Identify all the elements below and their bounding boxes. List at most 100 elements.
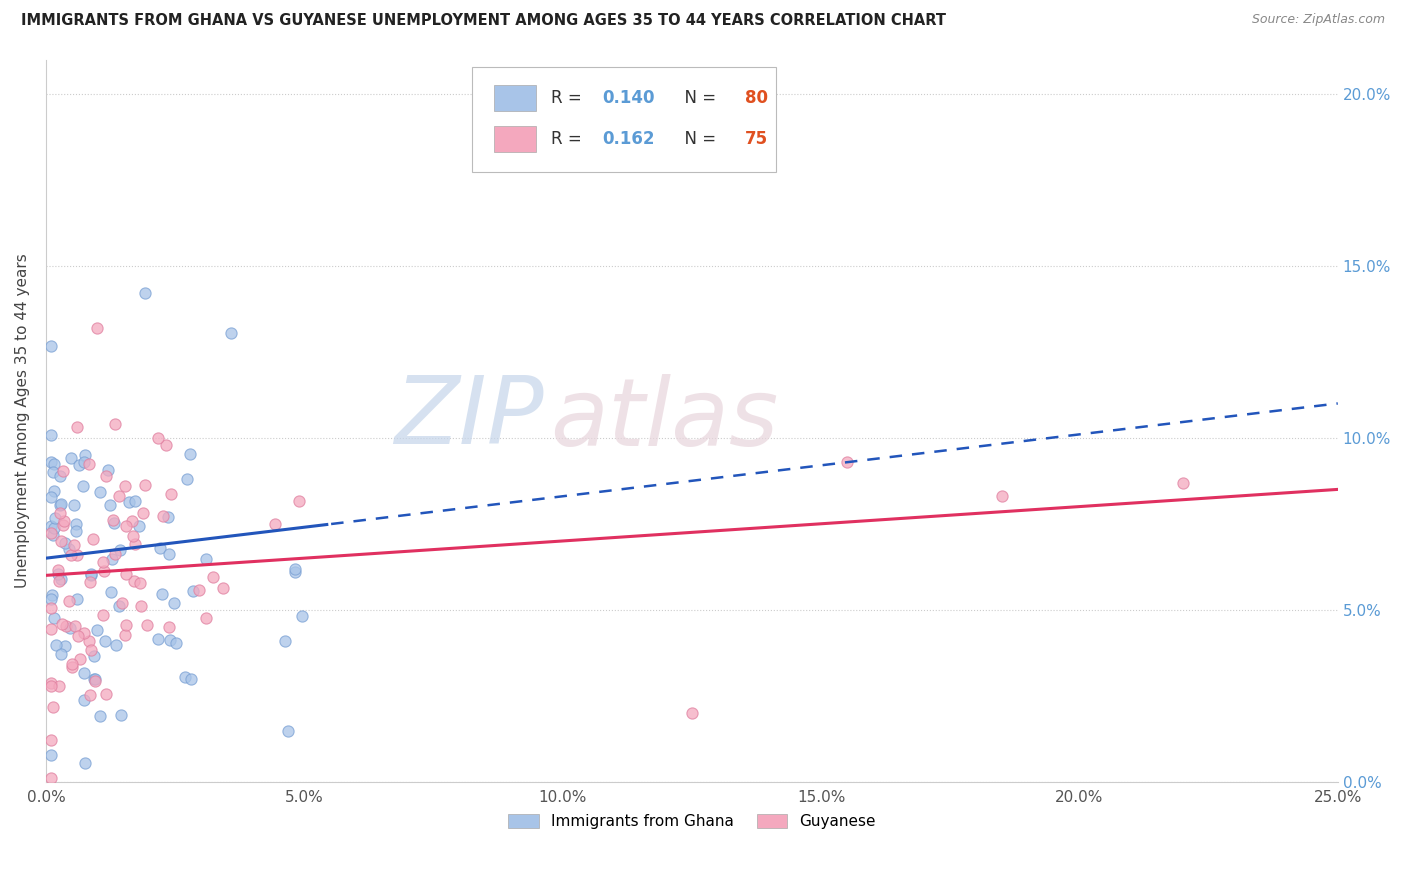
Point [60,657,83,671]
Point [53,639,76,653]
Point [41,748,63,763]
Point [991,489,1014,503]
Text: atlas: atlas [550,374,778,465]
Point [79,574,101,589]
Point [48,574,70,589]
Point [73,448,96,462]
Text: 80: 80 [745,89,768,107]
Point [44,611,66,625]
Point [60,451,83,466]
Point [52,518,75,533]
Point [93,607,115,622]
Point [150,586,173,600]
Point [84,672,107,686]
Point [1171,475,1194,490]
Point [63,498,86,512]
Point [284,566,307,580]
Point [124,494,146,508]
Point [108,543,131,558]
Point [128,518,150,533]
Point [135,618,157,632]
Point [114,618,136,632]
Point [51,616,73,631]
Point [72,666,94,681]
Point [39,455,62,469]
Point [60,660,83,674]
Point [174,670,197,684]
Point [69,651,91,665]
Point [80,568,103,582]
Point [66,420,89,434]
Point [58,594,80,608]
Text: 0.140: 0.140 [603,89,655,107]
Point [73,626,96,640]
Point [152,509,174,524]
Point [157,620,180,634]
Point [55,619,77,633]
Point [82,533,104,547]
Point [80,643,103,657]
Point [86,320,108,334]
Text: R =: R = [551,130,588,148]
Point [187,582,209,597]
Text: 75: 75 [745,130,768,148]
Point [219,326,242,341]
Point [149,541,172,556]
Point [73,692,96,706]
Text: N =: N = [673,130,721,148]
Point [104,638,127,652]
Point [48,680,70,694]
Text: R =: R = [551,89,588,107]
Point [146,632,169,647]
Point [124,574,146,589]
Point [114,628,136,642]
Text: Source: ZipAtlas.com: Source: ZipAtlas.com [1251,13,1385,27]
Point [39,675,62,690]
Point [89,485,111,500]
Point [111,596,134,610]
Point [52,464,75,478]
Point [65,618,87,632]
Point [48,566,70,581]
Point [160,487,183,501]
Point [89,709,111,723]
Point [66,592,89,607]
Point [93,564,115,578]
Point [132,506,155,520]
Point [146,431,169,445]
Point [63,538,86,552]
Point [77,634,100,648]
Point [67,458,90,472]
Point [83,674,105,689]
Point [39,592,62,607]
Point [91,556,114,570]
Point [176,473,198,487]
Point [42,521,65,535]
Point [134,286,156,301]
Point [44,510,66,524]
Point [163,596,186,610]
Point [277,724,299,739]
Text: IMMIGRANTS FROM GHANA VS GUYANESE UNEMPLOYMENT AMONG AGES 35 TO 44 YEARS CORRELA: IMMIGRANTS FROM GHANA VS GUYANESE UNEMPL… [21,13,946,29]
Point [263,516,285,531]
Point [67,629,90,643]
Point [49,469,72,483]
Point [103,516,125,530]
Point [100,585,122,599]
Point [118,495,141,509]
Point [39,732,62,747]
Point [155,437,177,451]
Point [41,699,63,714]
Point [65,516,87,531]
Point [49,573,72,587]
Point [121,514,143,528]
Point [98,499,121,513]
Point [83,649,105,664]
Point [49,497,72,511]
Point [122,529,145,543]
Point [41,588,63,602]
Point [59,621,82,635]
Point [39,526,62,541]
Point [39,600,62,615]
Point [65,524,87,538]
